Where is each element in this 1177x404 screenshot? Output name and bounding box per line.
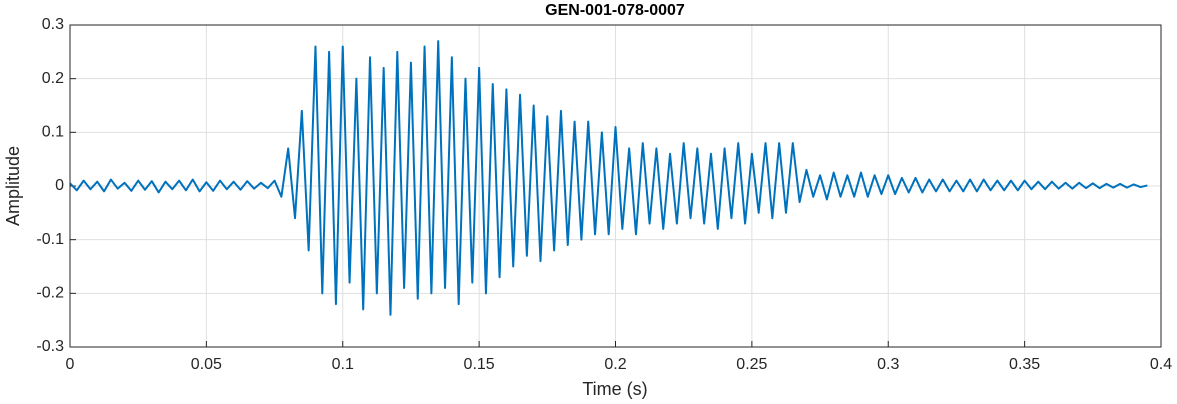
x-tick-label: 0.25 [736,356,767,373]
x-tick-label: 0.3 [877,356,899,373]
plot-frame [69,24,1162,348]
y-tick-label: 0.2 [42,70,64,87]
y-tick-label: -0.3 [36,338,64,355]
x-tick-label: 0.15 [464,356,495,373]
x-tick-label: 0.1 [332,356,354,373]
y-tick-label: -0.2 [36,285,64,302]
y-tick-label: 0.3 [42,16,64,33]
x-tick-label: 0.05 [191,356,222,373]
y-tick-label: -0.1 [36,231,64,248]
x-tick-label: 0.4 [1150,356,1172,373]
chart-title: GEN-001-078-0007 [545,2,685,19]
x-tick-label: 0.2 [604,356,626,373]
waveform [69,40,1148,316]
x-axis-label: Time (s) [582,379,647,399]
y-tick-label: 0.1 [42,124,64,141]
y-tick-label: 0 [55,177,64,194]
x-tick-label: 0 [66,356,75,373]
x-tick-label: 0.35 [1009,356,1040,373]
y-axis-label: Amplitude [3,146,23,226]
